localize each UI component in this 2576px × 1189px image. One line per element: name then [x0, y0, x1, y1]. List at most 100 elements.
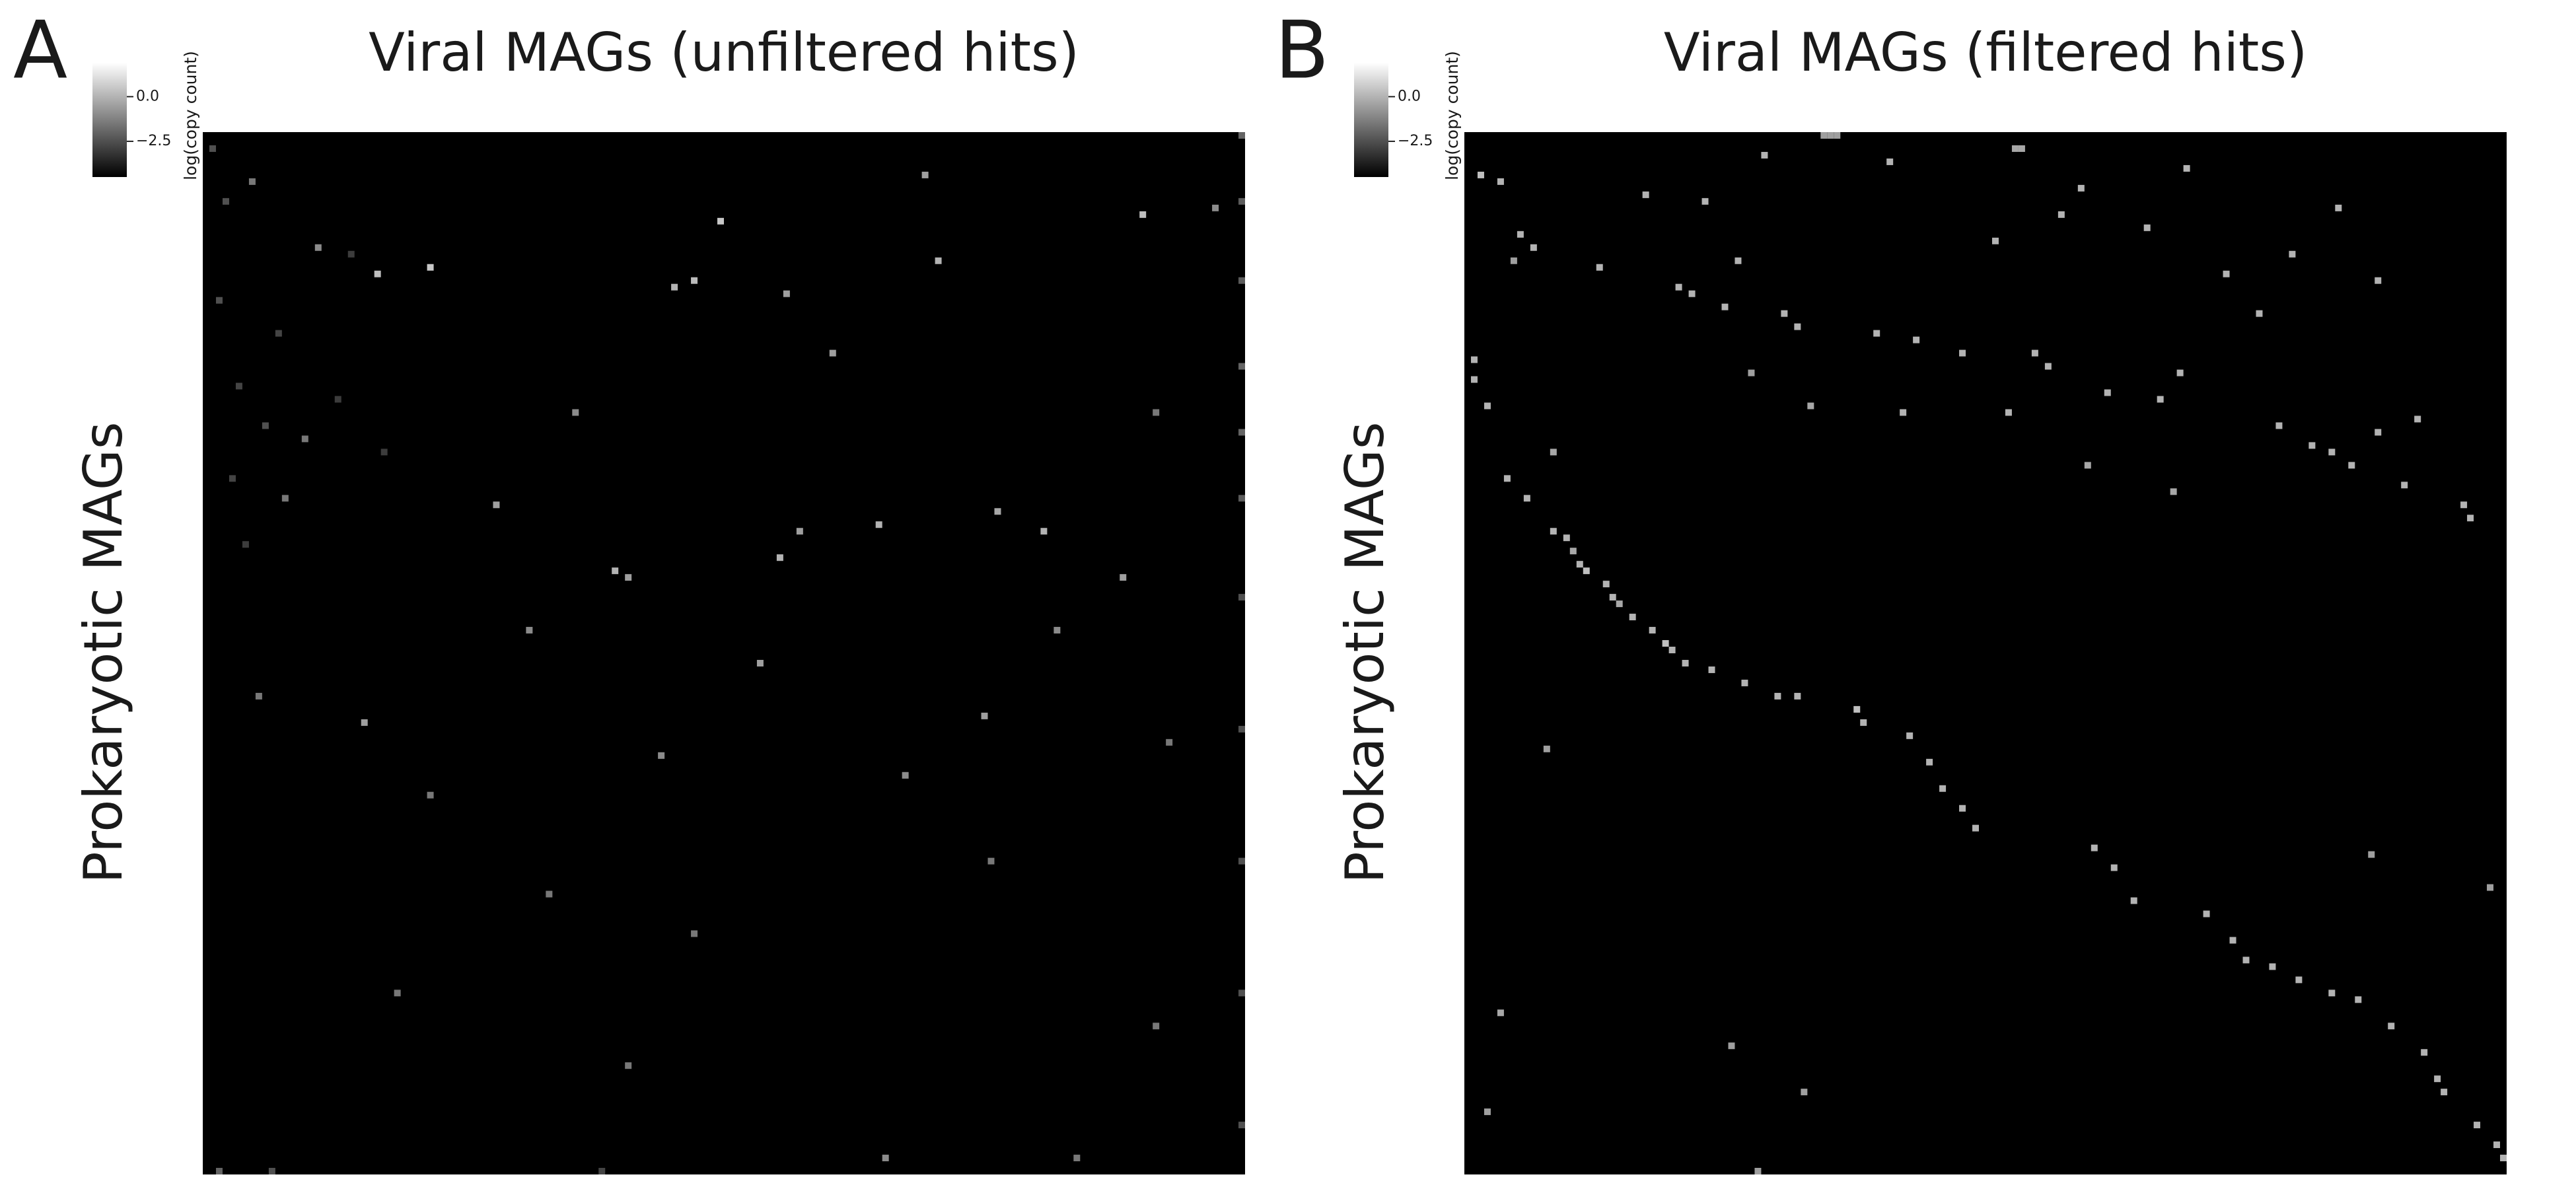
heatmap-cell: [1701, 198, 1709, 205]
heatmap-cell: [1497, 1009, 1504, 1017]
heatmap-cell: [427, 791, 434, 799]
colorbar: [92, 63, 127, 177]
heatmap-cell: [1781, 310, 1788, 317]
heatmap-cell: [1550, 528, 1557, 535]
heatmap-cell: [248, 178, 256, 185]
heatmap-cell: [1596, 264, 1603, 271]
heatmap-background: [203, 132, 1245, 1174]
heatmap-cell: [1675, 283, 1682, 291]
heatmap-cell: [2104, 389, 2111, 396]
heatmap-cell: [380, 449, 388, 456]
heatmap-cell: [1642, 191, 1649, 198]
heatmap-cell: [1563, 534, 1570, 542]
heatmap-cell: [1801, 1089, 1808, 1096]
heatmap-cell: [1616, 600, 1623, 608]
heatmap-cell: [1688, 290, 1696, 297]
heatmap-cell: [1900, 409, 1907, 416]
heatmap-cell: [987, 857, 995, 865]
heatmap-cell: [572, 409, 579, 416]
heatmap-cell: [796, 528, 803, 535]
heatmap-cell: [1906, 732, 1914, 739]
heatmap-cell: [1238, 132, 1245, 139]
heatmap-cell: [262, 422, 269, 429]
heatmap-cell: [235, 382, 242, 390]
heatmap-cell: [1754, 1168, 1762, 1174]
heatmap-cell: [215, 1168, 223, 1174]
heatmap-cell: [1503, 475, 1511, 482]
heatmap-cell: [2328, 449, 2336, 456]
heatmap-cell: [1153, 1023, 1160, 1030]
heatmap-cell: [2348, 462, 2355, 469]
heatmap-cell: [2493, 1141, 2501, 1149]
heatmap-cell: [1477, 171, 1484, 178]
heatmap-cell: [2157, 396, 2164, 403]
colorbar: [1354, 63, 1388, 177]
colorbar-label: log(copy count): [181, 51, 200, 180]
heatmap-cell: [1629, 614, 1636, 621]
heatmap-cell: [222, 198, 229, 205]
heatmap-cell: [1497, 178, 1504, 185]
heatmap-cell: [1583, 567, 1590, 575]
heatmap-cell: [1834, 132, 1841, 139]
heatmap-cell: [1991, 237, 1999, 244]
heatmap-cell: [1040, 528, 1048, 535]
chart-title: Viral MAGs (filtered hits): [1664, 22, 2307, 83]
heatmap-cell: [374, 270, 381, 277]
heatmap-cell: [2077, 184, 2085, 192]
heatmap-cell: [2110, 864, 2118, 871]
heatmap-cell: [2467, 515, 2474, 522]
heatmap-cell: [981, 712, 988, 719]
heatmap-cell: [882, 1155, 889, 1162]
heatmap-cell: [2183, 164, 2190, 172]
heatmap-cell: [2223, 270, 2230, 277]
heatmap-cell: [1748, 369, 1755, 377]
heatmap-cell: [1761, 151, 1768, 159]
heatmap-cell: [1913, 336, 1920, 343]
heatmap-cell: [2269, 963, 2276, 970]
heatmap-cell: [2203, 910, 2210, 918]
chart-title: Viral MAGs (unfiltered hits): [369, 22, 1079, 83]
heatmap-cell: [361, 719, 368, 726]
heatmap-cell: [756, 659, 764, 667]
heatmap-cell: [994, 508, 1001, 515]
y-axis-label: Prokaryotic MAGs: [73, 421, 134, 883]
heatmap-cell: [1238, 277, 1245, 284]
heatmap-cell: [612, 567, 619, 575]
heatmap-cell: [1517, 231, 1524, 238]
heatmap-cell: [1470, 376, 1478, 383]
heatmap-cell: [334, 396, 341, 403]
heatmap-cell: [1238, 725, 1245, 733]
heatmap-cell: [1238, 429, 1245, 436]
heatmap-cell: [2289, 250, 2296, 258]
heatmap-cell: [2401, 482, 2408, 489]
heatmap-cell: [1073, 1155, 1081, 1162]
panel-label: B: [1275, 5, 1329, 97]
heatmap-cell: [2275, 422, 2283, 429]
heatmap-cell: [1794, 323, 1801, 330]
heatmap-cell: [1820, 132, 1828, 139]
heatmap-cell: [1238, 1122, 1245, 1129]
heatmap-cell: [2414, 415, 2421, 423]
heatmap-cell: [2044, 363, 2052, 370]
heatmap-cell: [2018, 145, 2025, 152]
heatmap-cell: [1609, 594, 1616, 601]
heatmap-cell: [1470, 356, 1478, 363]
heatmap-cell: [2434, 1075, 2441, 1083]
heatmap-cell: [1510, 257, 1517, 264]
heatmap-cell: [1569, 548, 1577, 555]
heatmap-cell: [2031, 349, 2038, 357]
heatmap-cell: [255, 692, 262, 700]
heatmap-cell: [717, 217, 724, 225]
heatmap-cell: [1238, 198, 1245, 205]
panel-label: A: [13, 5, 67, 97]
heatmap-cell: [2130, 897, 2137, 904]
heatmap-cell: [1602, 581, 1610, 588]
heatmap-cell: [783, 290, 790, 297]
heatmap-cell: [2256, 310, 2263, 317]
heatmap-cell: [2487, 884, 2494, 891]
heatmap-cell: [1926, 758, 1933, 766]
heatmap-cell: [2421, 1049, 2428, 1056]
heatmap-cell: [2460, 501, 2468, 509]
heatmap-cell: [2229, 937, 2236, 944]
heatmap-cell: [2474, 1122, 2481, 1129]
